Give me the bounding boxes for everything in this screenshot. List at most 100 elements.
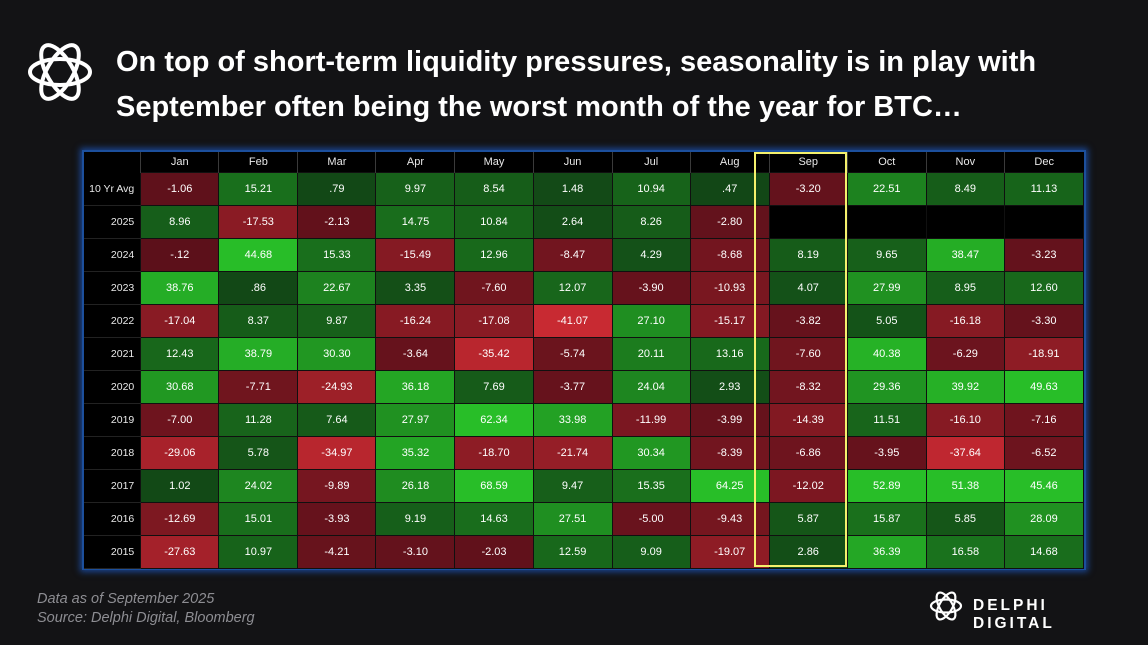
footnote: Data as of September 2025 Source: Delphi… [37,590,255,628]
heatmap-cell-may: -7.60 [454,271,534,305]
heatmap-cell-aug: -2.80 [689,205,770,239]
heatmap-cell-nov: -16.10 [925,403,1005,437]
heatmap-cell-oct: 52.89 [846,469,927,503]
heatmap-cell-feb: -7.71 [218,370,299,404]
heatmap-cell-apr: 14.75 [375,205,456,239]
heatmap-cell-sep: -7.60 [768,337,848,371]
heatmap-cell-jan: -29.06 [140,436,220,470]
heatmap-cell-sep: 2.86 [768,535,848,569]
delphi-logo-icon [28,43,92,101]
heatmap-cell-nov: 51.38 [925,469,1005,503]
heatmap-cell-jul: 10.94 [611,172,691,206]
heatmap-cell-jan: -17.04 [140,304,220,338]
heatmap-cell-dec: -3.23 [1003,238,1085,272]
heatmap-cell-dec: 28.09 [1003,502,1085,536]
heatmap-cell-nov: -16.18 [925,304,1005,338]
heatmap-row-2017: 2017 1.02 24.02 -9.89 26.18 68.59 9.47 15.35 64.… [84,469,1085,503]
heatmap-cell-aug: -10.93 [689,271,770,305]
heatmap-cell-sep: -3.20 [768,172,848,206]
heatmap-cell-nov [925,205,1005,239]
heatmap-cell-jun: 2.64 [532,205,613,239]
heatmap-cell-feb: -17.53 [218,205,299,239]
column-header-row: Jan Feb Mar Apr May Jun Jul Aug Sep Oct Nov Dec [84,152,1084,173]
heatmap-cell-jun: 12.59 [532,535,613,569]
heatmap-cell-sep: -8.32 [768,370,848,404]
heatmap-cell-jul: 8.26 [611,205,691,239]
title-line-1: On top of short-term liquidity pressures… [116,46,1037,78]
heatmap-cell-mar: 7.64 [297,403,377,437]
heatmap-cell-jun: -5.74 [532,337,613,371]
heatmap-cell-dec: -6.52 [1003,436,1085,470]
column-header-dec: Dec [1003,152,1084,173]
column-header-sep: Sep [768,152,848,173]
heatmap-cell-apr: -3.64 [375,337,456,371]
heatmap-cell-apr: -15.49 [375,238,456,272]
column-header-jul: Jul [611,152,691,173]
heatmap-cell-jan: 1.02 [140,469,220,503]
heatmap-cell-may: 14.63 [454,502,534,536]
heatmap-cell-nov: 38.47 [925,238,1005,272]
heatmap-cell-mar: -2.13 [297,205,377,239]
heatmap-cell-feb: 10.97 [218,535,299,569]
heatmap-cell-feb: 24.02 [218,469,299,503]
returns-heatmap: Jan Feb Mar Apr May Jun Jul Aug Sep Oct Nov Dec 10 … [84,152,1085,569]
row-label: 10 Yr Avg [84,172,141,206]
heatmap-row-2018: 2018 -29.06 5.78 -34.97 35.32 -18.70 -21.74 30.… [84,436,1085,470]
heatmap-cell-may: 12.96 [454,238,534,272]
heatmap-cell-oct: 5.05 [846,304,927,338]
heatmap-cell-nov: -37.64 [925,436,1005,470]
heatmap-cell-mar: 22.67 [297,271,377,305]
heatmap-cell-mar: -4.21 [297,535,377,569]
heatmap-cell-sep: -14.39 [768,403,848,437]
heatmap-cell-jun: -3.77 [532,370,613,404]
row-label: 2022 [84,304,141,338]
page-title: On top of short-term liquidity pressures… [116,40,1136,130]
heatmap-cell-aug: -19.07 [689,535,770,569]
heatmap-cell-feb: 15.21 [218,172,299,206]
heatmap-cell-mar: 30.30 [297,337,377,371]
heatmap-row-2025: 2025 8.96 -17.53 -2.13 14.75 10.84 2.64 8.26 -2.… [84,205,1085,239]
delphi-knot-icon [929,591,963,621]
heatmap-cell-may: 10.84 [454,205,534,239]
heatmap-row-2022: 2022 -17.04 8.37 9.87 -16.24 -17.08 -41.07 27.1… [84,304,1085,338]
heatmap-cell-oct: 9.65 [846,238,927,272]
heatmap-row-2023: 2023 38.76.86 22.67 3.35 -7.60 12.07 -3.90 -10.… [84,271,1085,305]
heatmap-cell-dec: -18.91 [1003,337,1085,371]
column-header-nov: Nov [925,152,1005,173]
heatmap-cell-feb: 8.37 [218,304,299,338]
heatmap-cell-oct: 15.87 [846,502,927,536]
column-header-jan: Jan [140,152,219,173]
heatmap-cell-feb: 44.68 [218,238,299,272]
heatmap-cell-apr: 26.18 [375,469,456,503]
heatmap-row-2015: 2015 -27.63 10.97 -4.21 -3.10 -2.03 12.59 9.09-… [84,535,1085,569]
corner-cell [84,152,141,173]
heatmap-cell-jul: 30.34 [611,436,691,470]
heatmap-cell-aug: -15.17 [689,304,770,338]
heatmap-cell-dec: 12.60 [1003,271,1085,305]
heatmap-cell-oct: 11.51 [846,403,927,437]
heatmap-cell-aug: 2.93 [689,370,770,404]
heatmap-cell-dec: 49.63 [1003,370,1085,404]
heatmap-cell-aug: 13.16 [689,337,770,371]
heatmap-cell-dec: 11.13 [1003,172,1085,206]
heatmap-cell-feb: 15.01 [218,502,299,536]
column-header-oct: Oct [846,152,927,173]
heatmap-cell-jul: -3.90 [611,271,691,305]
row-label: 2018 [84,436,141,470]
row-label: 2019 [84,403,141,437]
heatmap-frame: Jan Feb Mar Apr May Jun Jul Aug Sep Oct Nov Dec 10 … [82,150,1086,570]
heatmap-cell-jan: -7.00 [140,403,220,437]
heatmap-cell-jan: 8.96 [140,205,220,239]
heatmap-cell-feb: .86 [218,271,299,305]
row-label: 2024 [84,238,141,272]
brand-name: DELPHI DIGITAL [973,597,1055,632]
heatmap-cell-dec: -7.16 [1003,403,1085,437]
heatmap-cell-may: -18.70 [454,436,534,470]
heatmap-cell-sep: 4.07 [768,271,848,305]
heatmap-cell-aug: 64.25 [689,469,770,503]
heatmap-row-2020: 2020 30.68 -7.71 -24.93 36.18 7.69 -3.77 24.04 2… [84,370,1085,404]
heatmap-row-2024: 2024 -.12 44.68 15.33 -15.49 12.96 -8.47 4.29 -8… [84,238,1085,272]
heatmap-cell-mar: -3.93 [297,502,377,536]
heatmap-cell-nov: 8.95 [925,271,1005,305]
heatmap-cell-jan: -12.69 [140,502,220,536]
